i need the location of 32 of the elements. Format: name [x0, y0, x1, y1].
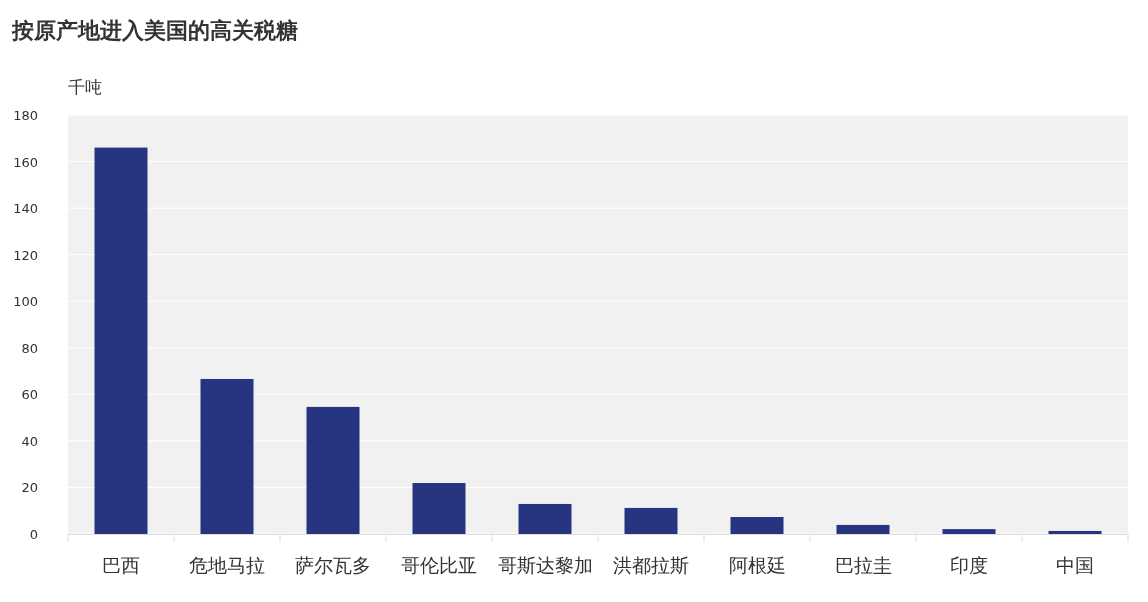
y-tick-label: 100 — [13, 294, 38, 310]
x-tick-label: 印度 — [950, 554, 988, 576]
chart-title: 按原产地进入美国的高关税糖 — [11, 18, 298, 43]
x-tick-label: 危地马拉 — [189, 554, 265, 576]
x-tick-label: 阿根廷 — [728, 554, 786, 576]
bar — [730, 517, 784, 534]
bar — [200, 378, 254, 534]
bar — [306, 406, 360, 534]
bar — [942, 529, 996, 534]
y-tick-label: 140 — [13, 201, 38, 217]
bar — [518, 503, 572, 534]
y-tick-label: 160 — [13, 154, 38, 170]
y-tick-label: 80 — [21, 340, 38, 356]
y-tick-label: 40 — [21, 433, 38, 449]
x-tick-label: 哥伦比亚 — [401, 554, 477, 576]
bar — [412, 483, 466, 534]
y-tick-label: 0 — [29, 527, 38, 542]
x-tick-label: 萨尔瓦多 — [295, 554, 371, 576]
x-tick-label: 巴西 — [102, 554, 140, 576]
x-tick-label: 巴拉圭 — [834, 554, 892, 576]
bar — [94, 147, 148, 534]
y-tick-label: 60 — [21, 387, 38, 403]
x-tick-label: 哥斯达黎加 — [497, 554, 593, 576]
x-tick-label: 中国 — [1056, 554, 1094, 576]
bar — [1048, 530, 1102, 534]
y-tick-label: 120 — [13, 247, 38, 263]
y-tick-label: 180 — [13, 108, 38, 123]
bar — [624, 507, 678, 534]
y-axis-title: 千吨 — [68, 77, 102, 97]
bar — [836, 524, 890, 534]
y-tick-label: 20 — [21, 480, 38, 496]
x-tick-label: 洪都拉斯 — [613, 554, 689, 576]
